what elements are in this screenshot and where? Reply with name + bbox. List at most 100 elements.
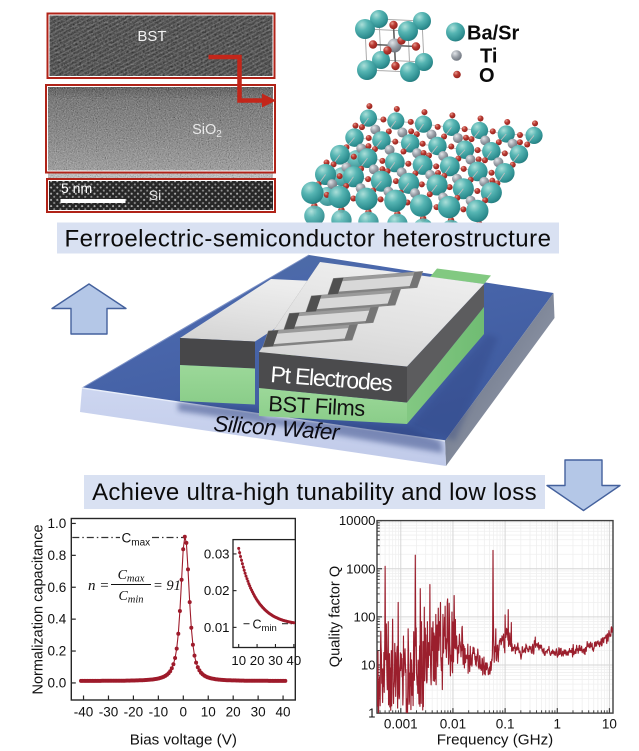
x-tick-label: -40 bbox=[74, 705, 94, 720]
data-point bbox=[171, 662, 176, 667]
o-atom bbox=[504, 118, 511, 125]
inset-x-tick-label: 10 bbox=[231, 653, 246, 668]
electrode-slot-left-wall bbox=[306, 295, 322, 312]
y-tick-label: 10000 bbox=[339, 513, 376, 528]
tem-box-sio2 bbox=[45, 84, 276, 174]
electrode-slot-near-wall bbox=[284, 320, 374, 330]
electrode-slot-far-wall bbox=[288, 306, 379, 317]
o-atom bbox=[379, 157, 386, 164]
stack-shadow-right bbox=[410, 334, 498, 441]
tem-micrograph: BST SiO2 Si 5 nm bbox=[45, 12, 276, 213]
y-tick-label: 0.2 bbox=[48, 644, 67, 659]
wafer-right-face bbox=[445, 293, 555, 466]
ti-atom bbox=[452, 133, 463, 144]
pad-bst-front-face bbox=[180, 365, 255, 405]
y-tick-label: 10 bbox=[361, 658, 376, 673]
legend-ba-sr-label: Ba/Sr bbox=[467, 23, 519, 45]
wafer-front-face bbox=[80, 388, 446, 466]
o-atom bbox=[489, 128, 496, 135]
x-tick-label: -20 bbox=[124, 705, 144, 720]
inset-data-point bbox=[244, 574, 248, 578]
o-atom bbox=[365, 135, 372, 142]
perovskite-unit-cell bbox=[355, 10, 433, 82]
ba-sr-atom bbox=[466, 199, 489, 223]
x-tick-label: -30 bbox=[99, 705, 119, 720]
data-point bbox=[283, 678, 288, 683]
tem-sio2-grain bbox=[48, 87, 273, 171]
o-atom bbox=[446, 184, 453, 191]
ba-sr-atom bbox=[409, 194, 433, 217]
o-atom bbox=[419, 140, 426, 147]
ba-sr-atom bbox=[355, 187, 378, 211]
data-point bbox=[190, 642, 195, 647]
o-atom bbox=[392, 138, 399, 145]
ba-sr-atom bbox=[415, 53, 433, 71]
tem-box-si bbox=[46, 178, 276, 213]
electrode-slot-right-wall bbox=[409, 271, 423, 289]
quality-ylabel: Quality factor Q bbox=[328, 566, 344, 667]
o-atom bbox=[460, 206, 467, 213]
o-atom bbox=[474, 147, 481, 154]
ba-sr-atom bbox=[372, 51, 390, 69]
pad-pt-front-face bbox=[180, 338, 255, 369]
banner-tunability-text: Achieve ultra-high tunability and low lo… bbox=[92, 479, 537, 506]
o-atom bbox=[393, 178, 400, 185]
down-arrow-icon bbox=[546, 459, 621, 512]
inset-y-tick-label: 0.02 bbox=[204, 583, 230, 598]
x-tick-label: 40 bbox=[276, 705, 291, 720]
o-atom bbox=[366, 103, 373, 110]
o-atom bbox=[477, 115, 484, 122]
electrode-slot-left-wall bbox=[263, 330, 279, 347]
bst-films-label: BST Films bbox=[268, 391, 366, 421]
ba-sr-atom bbox=[437, 195, 461, 219]
inset-data-point bbox=[241, 565, 245, 569]
o-atom bbox=[475, 156, 482, 163]
o-atom bbox=[418, 181, 425, 188]
o-atom bbox=[389, 20, 398, 30]
banner-tunability: Achieve ultra-high tunability and low lo… bbox=[84, 475, 545, 509]
x-tick-label: 10 bbox=[201, 705, 216, 720]
data-point bbox=[187, 600, 192, 605]
x-tick-label: 0.001 bbox=[384, 717, 418, 732]
o-atom bbox=[407, 118, 414, 125]
x-tick-label: 30 bbox=[251, 705, 266, 720]
inset-data-point bbox=[237, 546, 241, 550]
legend-ti-label: Ti bbox=[480, 46, 497, 68]
x-tick-label: 0.1 bbox=[496, 717, 515, 732]
data-point bbox=[179, 577, 184, 582]
capacitance-ylabel: Normalization capacitance bbox=[31, 524, 47, 694]
o-atom bbox=[448, 143, 455, 150]
device-schematic: Pt Electrodes BST Films Silicon Wafer bbox=[80, 254, 555, 466]
electrode-slot-far-wall bbox=[310, 289, 401, 300]
o-atom bbox=[365, 143, 372, 150]
data-point bbox=[174, 646, 179, 651]
inset-data-point bbox=[240, 558, 243, 562]
o-atom bbox=[383, 46, 392, 55]
inset-data-point bbox=[243, 571, 247, 575]
o-atom bbox=[433, 163, 440, 170]
o-atom bbox=[461, 126, 468, 133]
ba-sr-atom bbox=[398, 21, 418, 41]
o-atom bbox=[460, 165, 467, 172]
legend-o-label: O bbox=[479, 65, 495, 87]
tem-label-sio2: SiO2 bbox=[192, 122, 222, 140]
electrode-slot-far-wall bbox=[332, 271, 423, 282]
data-point bbox=[181, 547, 186, 552]
y-tick-label: 100 bbox=[353, 609, 375, 624]
quality-factor-chart: 0.001 0.01 0.1 1 10 1 10 100 1000 10000 Quality f… bbox=[328, 513, 617, 748]
x-tick-label: 20 bbox=[226, 705, 241, 720]
y-tick-label: 1 bbox=[368, 706, 375, 721]
o-atom bbox=[391, 61, 400, 71]
inset-frame bbox=[232, 538, 296, 649]
o-atom bbox=[365, 176, 372, 183]
inset-x-tick-label: 40 bbox=[286, 653, 301, 668]
data-point bbox=[194, 660, 199, 665]
data-point bbox=[189, 625, 194, 630]
o-atom bbox=[393, 105, 400, 112]
data-point bbox=[195, 665, 200, 670]
ti-atom bbox=[327, 179, 338, 190]
o-atom bbox=[426, 191, 433, 198]
y-tick-label: 0.8 bbox=[48, 548, 67, 563]
